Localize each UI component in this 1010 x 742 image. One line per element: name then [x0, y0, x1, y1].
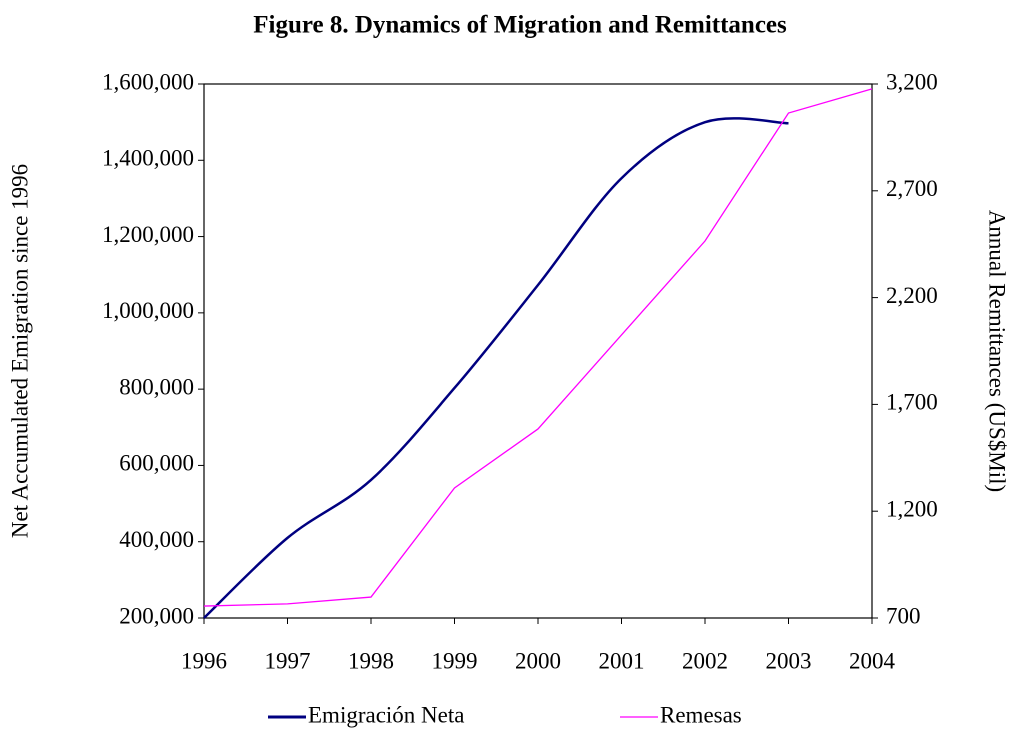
y2-tick-label: 1,700	[886, 390, 938, 415]
x-tick-label: 2002	[682, 648, 728, 673]
legend-label: Emigración Neta	[308, 702, 464, 727]
x-tick-label: 2000	[515, 648, 561, 673]
series-line	[203, 117, 789, 619]
x-tick-label: 1998	[348, 648, 394, 673]
y2-tick-label: 2,700	[886, 176, 938, 201]
y-axis-label: Net Accumulated Emigration since 1996	[7, 164, 32, 538]
series-line	[203, 88, 873, 607]
legend-label: Remesas	[660, 702, 742, 727]
y-tick-label: 600,000	[119, 451, 194, 476]
y-tick-label: 800,000	[119, 374, 194, 399]
y2-axis-label: Annual Remittances (US$Mil)	[985, 210, 1010, 492]
y-tick-label: 1,000,000	[102, 298, 194, 323]
y-tick-label: 200,000	[119, 603, 194, 628]
y-tick-label: 400,000	[119, 527, 194, 552]
y2-tick-label: 3,200	[886, 69, 938, 94]
x-tick-label: 1999	[432, 648, 478, 673]
y-tick-label: 1,400,000	[102, 146, 194, 171]
y-tick-label: 1,600,000	[102, 69, 194, 94]
x-tick-label: 2003	[766, 648, 812, 673]
y-tick-label: 1,200,000	[102, 222, 194, 247]
chart-title: Figure 8. Dynamics of Migration and Remi…	[253, 12, 787, 39]
plot-area	[203, 83, 873, 619]
y2-tick-label: 1,200	[886, 496, 938, 521]
x-tick-label: 2001	[599, 648, 645, 673]
y2-tick-label: 700	[886, 603, 921, 628]
x-tick-label: 1997	[265, 648, 311, 673]
x-tick-label: 2004	[849, 648, 896, 673]
y2-tick-label: 2,200	[886, 283, 938, 308]
x-tick-label: 1996	[181, 648, 227, 673]
